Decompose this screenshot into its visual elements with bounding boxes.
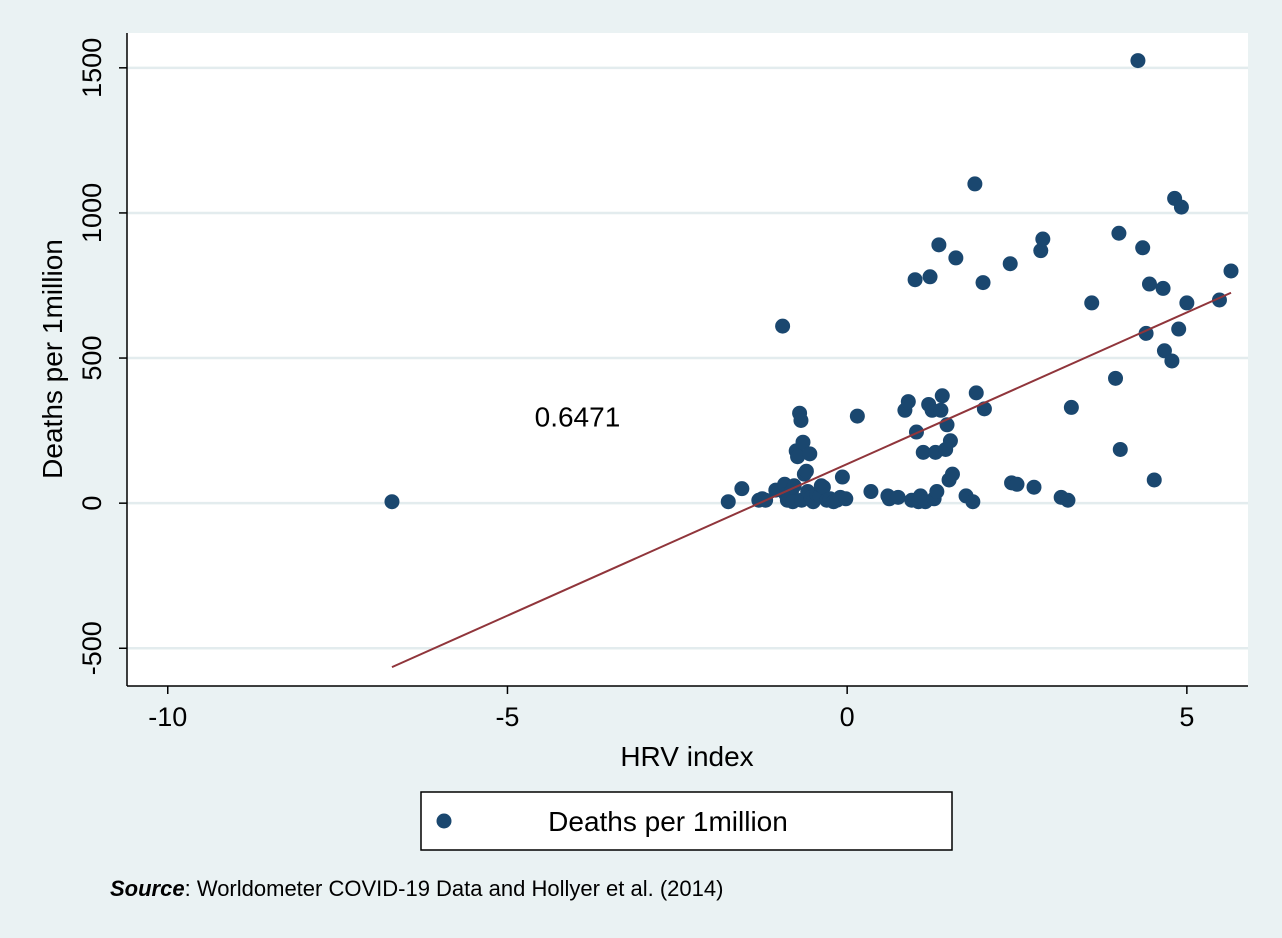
data-point [838,491,854,507]
data-point [1002,256,1018,272]
y-tick-label: 0 [77,496,107,511]
data-point [1084,295,1100,311]
legend: Deaths per 1million [420,791,953,851]
data-point [790,449,806,465]
data-point [802,446,818,462]
axes [126,33,1248,687]
x-tick-label: -5 [495,702,519,732]
data-point [1171,321,1187,337]
data-point [1035,231,1051,247]
data-point [942,433,958,449]
data-point [1060,492,1076,508]
data-point [720,494,736,510]
source-text: Worldometer COVID-19 Data and Hollyer et… [191,876,724,901]
data-point [967,176,983,192]
data-point [929,484,945,500]
data-point [1155,280,1171,296]
y-tick-label: 1500 [77,38,107,98]
y-tick-label: 500 [77,336,107,381]
data-point [1108,370,1124,386]
x-tick-label: 0 [840,702,855,732]
data-point [849,408,865,424]
legend-marker [436,813,452,829]
correlation-annotation: 0.6471 [535,401,621,432]
x-axis-title: HRV index [620,741,753,772]
data-point [1135,240,1151,256]
data-point [1026,479,1042,495]
data-point [1063,399,1079,415]
source-colon: : [185,876,191,901]
fit-line-layer [391,291,1232,669]
data-point [863,484,879,500]
plot-area [127,33,1248,686]
data-point [834,469,850,485]
data-point [933,402,949,418]
data-point [1009,476,1025,492]
data-point [815,479,831,495]
data-point [1173,199,1189,215]
data-point [915,444,931,460]
data-point [900,394,916,410]
data-point [948,250,964,266]
legend-label: Deaths per 1million [548,806,788,837]
x-tick-label: -10 [148,702,187,732]
data-point [890,489,906,505]
data-point [975,275,991,291]
x-tick-label: 5 [1179,702,1194,732]
data-point [1146,472,1162,488]
data-point [734,481,750,497]
gridlines [127,66,1248,650]
data-point [1033,243,1049,259]
data-point [1164,353,1180,369]
fit-line [391,291,1232,669]
data-point [793,412,809,428]
data-point [1112,441,1128,457]
data-point [968,385,984,401]
data-point [907,272,923,288]
data-point [1130,53,1146,69]
data-point [795,434,811,450]
data-point [934,388,950,404]
source-lead: Source [110,876,185,901]
data-point [775,318,791,334]
y-tick-label: -500 [77,621,107,675]
y-tick-label: 1000 [77,183,107,243]
data-points [384,53,1239,510]
data-point [1179,295,1195,311]
data-point [922,269,938,285]
data-point [1223,263,1239,279]
source-note: Source: Worldometer COVID-19 Data and Ho… [110,876,723,901]
data-point [1111,225,1127,241]
data-point [1141,276,1157,292]
data-point [965,494,981,510]
legend-box [420,791,953,851]
data-point [384,494,400,510]
x-ticks: -10 -5 0 5 [148,686,1194,732]
data-point [931,237,947,253]
y-ticks: -500 0 500 1000 1500 [77,38,127,675]
data-point [944,466,960,482]
data-point [798,463,814,479]
y-axis-title: Deaths per 1million [37,239,68,479]
